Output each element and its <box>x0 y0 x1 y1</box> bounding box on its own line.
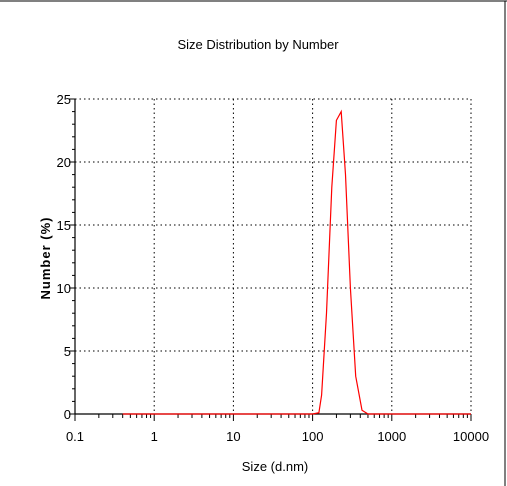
y-axis-label: Number (%) <box>38 217 53 300</box>
x-tick-label: 10 <box>226 429 240 444</box>
y-tick-label: 5 <box>64 344 71 359</box>
x-axis-label: Size (d.nm) <box>242 459 308 474</box>
x-tick-label: 0.1 <box>66 429 84 444</box>
x-tick-label: 100 <box>302 429 324 444</box>
y-tick-label: 10 <box>57 281 71 296</box>
axes <box>69 98 472 421</box>
tick-labels: 0 5 10 15 20 25 0.1 1 10 100 1000 10000 <box>57 92 490 444</box>
x-tick-label: 1 <box>151 429 158 444</box>
y-tick-label: 20 <box>57 155 71 170</box>
chart-title: Size Distribution by Number <box>177 37 339 52</box>
x-tick-label: 10000 <box>453 429 489 444</box>
y-tick-label: 15 <box>57 218 71 233</box>
grid-lines <box>75 98 472 414</box>
data-series <box>122 109 471 415</box>
y-tick-label: 0 <box>64 407 71 422</box>
series-line <box>122 109 471 415</box>
y-tick-label: 25 <box>57 92 71 107</box>
x-tick-label: 1000 <box>377 429 406 444</box>
